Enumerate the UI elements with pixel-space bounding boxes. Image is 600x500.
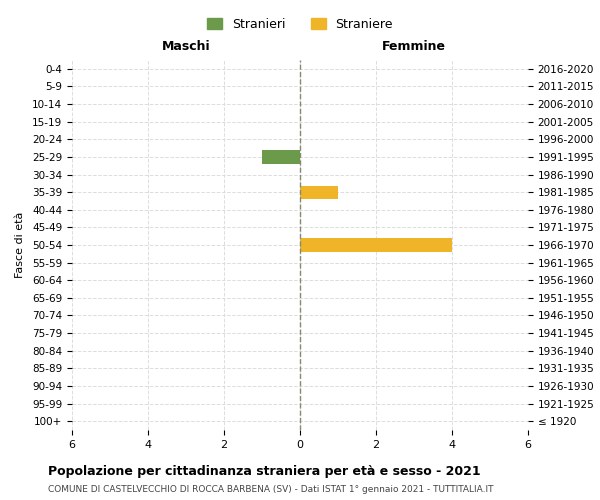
Y-axis label: Fasce di età: Fasce di età	[15, 212, 25, 278]
Bar	[300, 238, 452, 252]
Text: Femmine: Femmine	[382, 40, 446, 52]
Bar	[262, 150, 300, 164]
Text: COMUNE DI CASTELVECCHIO DI ROCCA BARBENA (SV) - Dati ISTAT 1° gennaio 2021 - TUT: COMUNE DI CASTELVECCHIO DI ROCCA BARBENA…	[48, 485, 493, 494]
Legend: Stranieri, Straniere: Stranieri, Straniere	[207, 18, 393, 31]
Text: Popolazione per cittadinanza straniera per età e sesso - 2021: Popolazione per cittadinanza straniera p…	[48, 465, 481, 478]
Text: Maschi: Maschi	[161, 40, 211, 52]
Bar	[300, 186, 338, 198]
